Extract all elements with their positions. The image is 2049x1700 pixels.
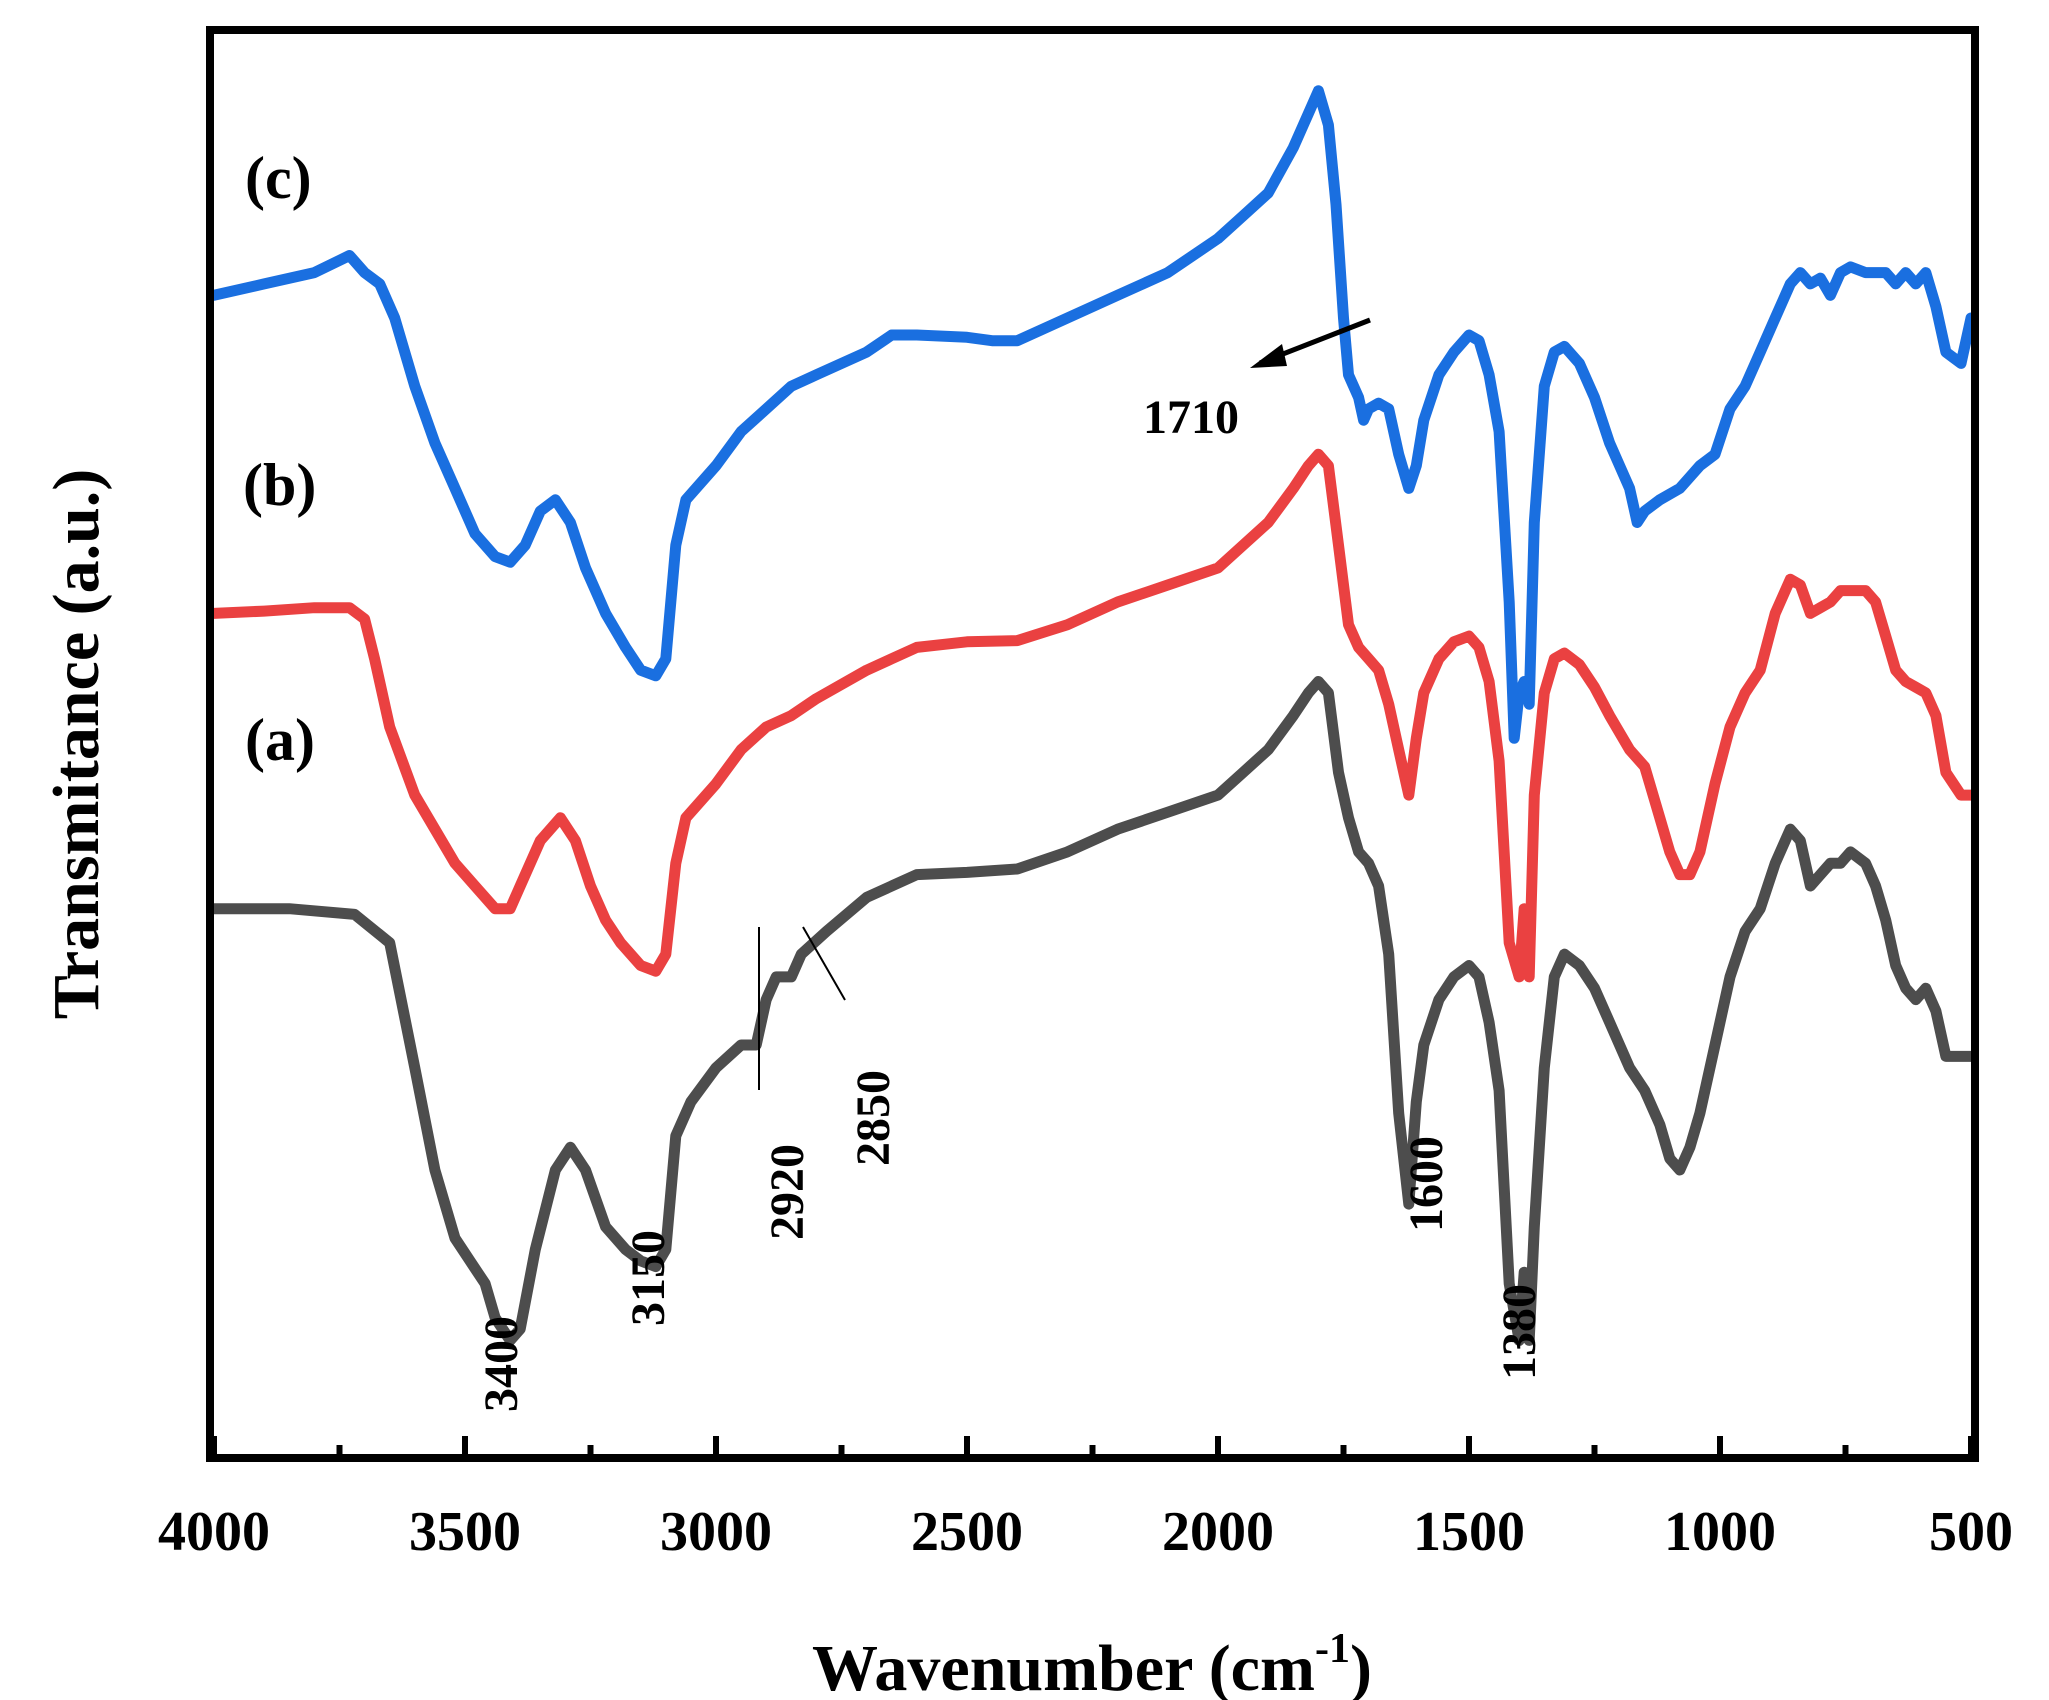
peak-label-3150: 3150 xyxy=(622,1230,675,1326)
x-tick-label: 3500 xyxy=(409,1501,521,1563)
series-line-b xyxy=(208,448,1977,983)
peak-label-2920: 2920 xyxy=(761,1144,814,1240)
peak-label-1710: 1710 xyxy=(1143,391,1239,444)
series-label-b: (b) xyxy=(243,452,316,518)
y-axis-title: Transmitance (a.u.) xyxy=(40,469,113,1020)
x-tick-label: 500 xyxy=(1929,1501,2013,1563)
peak-1710-arrowhead xyxy=(1250,344,1287,368)
peak-label-2850: 2850 xyxy=(847,1070,900,1166)
peak-label-3400: 3400 xyxy=(475,1316,528,1412)
x-tick-label: 4000 xyxy=(158,1501,270,1563)
series-line-a xyxy=(208,676,1977,1346)
peak-2850-leader xyxy=(802,926,846,1001)
x-tick-label: 1000 xyxy=(1664,1501,1776,1563)
x-tick-label: 1500 xyxy=(1413,1501,1525,1563)
x-axis-title: Wavenumber (cm-1) xyxy=(812,1626,1372,1700)
x-tick-label: 2000 xyxy=(1162,1501,1274,1563)
series-line-c xyxy=(208,85,1977,744)
peak-label-1600: 1600 xyxy=(1400,1136,1453,1232)
series-group xyxy=(208,85,1977,1346)
x-tick-label: 3000 xyxy=(660,1501,772,1563)
series-label-a: (a) xyxy=(245,707,315,773)
series-label-c: (c) xyxy=(245,145,312,211)
x-tick-label: 2500 xyxy=(911,1501,1023,1563)
peak-label-1380: 1380 xyxy=(1493,1284,1546,1380)
ticks-group: 4000 3500 3000 2500 2000 1500 1000 500 xyxy=(158,1436,2013,1563)
